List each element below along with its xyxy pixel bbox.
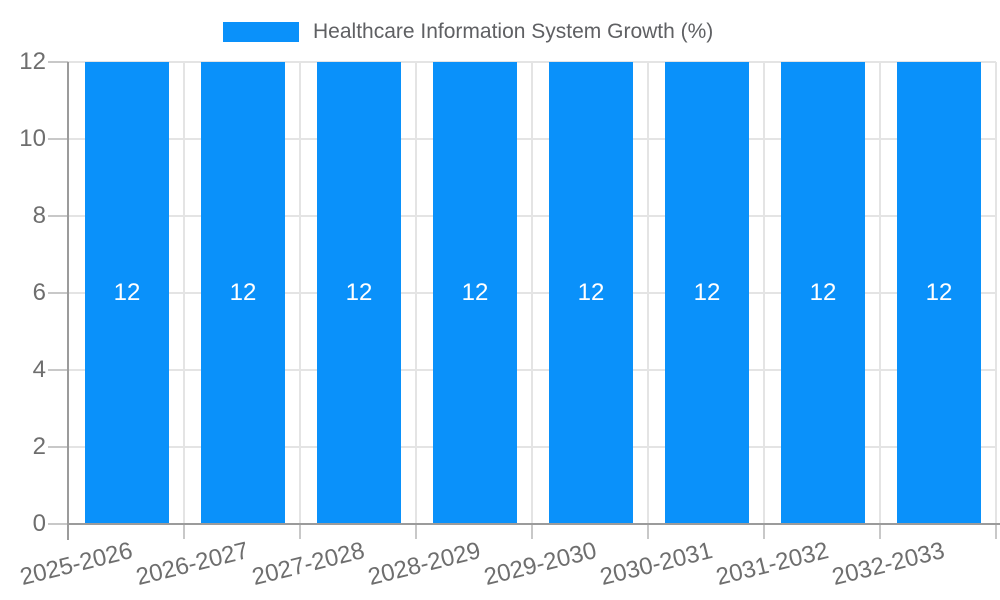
y-axis-label: 4 [32,356,46,383]
bar[interactable] [781,62,865,524]
y-axis-tick [48,523,68,525]
gridline-vertical [879,62,881,524]
x-axis-tick [879,524,881,539]
y-axis-tick [48,446,68,448]
legend-label: Healthcare Information System Growth (%) [313,20,714,43]
x-axis-tick [299,524,301,539]
gridline-vertical [415,62,417,524]
x-axis-line [68,523,1000,525]
x-axis-tick [995,524,997,539]
gridline-vertical [183,62,185,524]
x-axis-tick [531,524,533,539]
y-axis-tick [48,138,68,140]
y-axis-label: 2 [32,433,46,460]
bar-value-label: 12 [693,279,721,306]
gridline-vertical [995,62,997,524]
bar[interactable] [317,62,401,524]
bar-value-label: 12 [461,279,489,306]
bar[interactable] [549,62,633,524]
bar-value-label: 12 [229,279,257,306]
x-axis-tick [415,524,417,539]
gridline-vertical [299,62,301,524]
bar-value-label: 12 [113,279,141,306]
y-axis-tick [48,292,68,294]
legend-swatch [223,22,299,42]
bar[interactable] [665,62,749,524]
y-axis-label: 10 [19,125,46,152]
y-axis-line [67,62,69,540]
x-axis-tick [183,524,185,539]
gridline-vertical [647,62,649,524]
bar-value-label: 12 [577,279,605,306]
x-axis-tick [647,524,649,539]
bar-value-label: 12 [345,279,373,306]
y-axis-tick [48,369,68,371]
y-axis-label: 6 [32,279,46,306]
gridline-vertical [763,62,765,524]
y-axis-label: 8 [32,202,46,229]
bar[interactable] [897,62,981,524]
legend-item[interactable]: Healthcare Information System Growth (%) [223,20,713,44]
bar[interactable] [201,62,285,524]
x-axis-tick [763,524,765,539]
y-axis-tick [48,61,68,63]
bar[interactable] [85,62,169,524]
y-axis-tick [48,215,68,217]
bar-value-label: 12 [809,279,837,306]
y-axis-label: 12 [19,48,46,75]
gridline-vertical [531,62,533,524]
bar-value-label: 12 [925,279,953,306]
bar[interactable] [433,62,517,524]
y-axis-label: 0 [32,510,46,537]
